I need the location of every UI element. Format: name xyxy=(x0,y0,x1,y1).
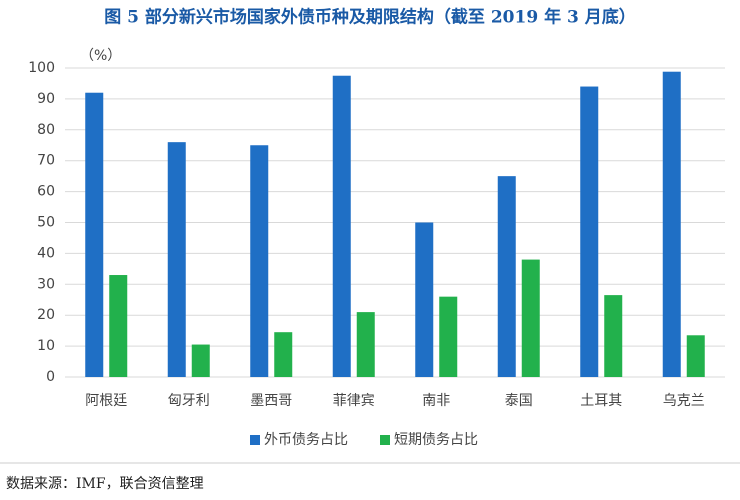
y-tick-label: 30 xyxy=(37,276,55,292)
bar xyxy=(274,332,293,377)
bar xyxy=(415,222,434,377)
x-tick-label: 阿根廷 xyxy=(85,393,127,409)
source-note: 数据来源：IMF，联合资信整理 xyxy=(6,476,204,492)
bar xyxy=(109,275,128,377)
y-tick-label: 80 xyxy=(37,122,55,138)
x-tick-label: 泰国 xyxy=(505,393,533,409)
y-tick-label: 10 xyxy=(37,338,55,354)
x-tick-label: 匈牙利 xyxy=(168,393,210,409)
legend-label: 外币债务占比 xyxy=(264,432,348,448)
legend-label: 短期债务占比 xyxy=(394,432,478,448)
y-tick-label: 40 xyxy=(37,245,55,261)
bar xyxy=(250,145,269,377)
bar xyxy=(167,142,186,377)
bar xyxy=(686,335,705,377)
chart-title: 图 5 部分新兴市场国家外债币种及期限结构（截至 2019 年 3 月底） xyxy=(104,7,635,28)
y-tick-label: 50 xyxy=(37,215,55,231)
bar xyxy=(521,259,540,377)
bar xyxy=(439,296,458,377)
x-tick-label: 墨西哥 xyxy=(250,393,292,409)
legend-swatch xyxy=(250,435,260,445)
bar xyxy=(191,344,210,377)
x-tick-label: 乌克兰 xyxy=(663,393,705,409)
x-tick-label: 南非 xyxy=(422,393,450,409)
bar xyxy=(604,295,623,377)
bar xyxy=(85,92,104,377)
x-tick-label: 菲律宾 xyxy=(333,393,375,409)
bar xyxy=(580,86,599,377)
y-tick-label: 90 xyxy=(37,91,55,107)
legend-swatch xyxy=(380,435,390,445)
y-tick-label: 100 xyxy=(28,60,55,76)
y-tick-label: 20 xyxy=(37,307,55,323)
y-axis-label: （%） xyxy=(80,48,121,64)
y-tick-label: 60 xyxy=(37,184,55,200)
x-tick-label: 土耳其 xyxy=(580,393,622,409)
bar xyxy=(662,71,681,377)
bar xyxy=(356,312,375,377)
bar xyxy=(332,75,351,377)
y-tick-label: 70 xyxy=(37,153,55,169)
y-tick-label: 0 xyxy=(46,369,55,385)
bar xyxy=(497,176,516,377)
